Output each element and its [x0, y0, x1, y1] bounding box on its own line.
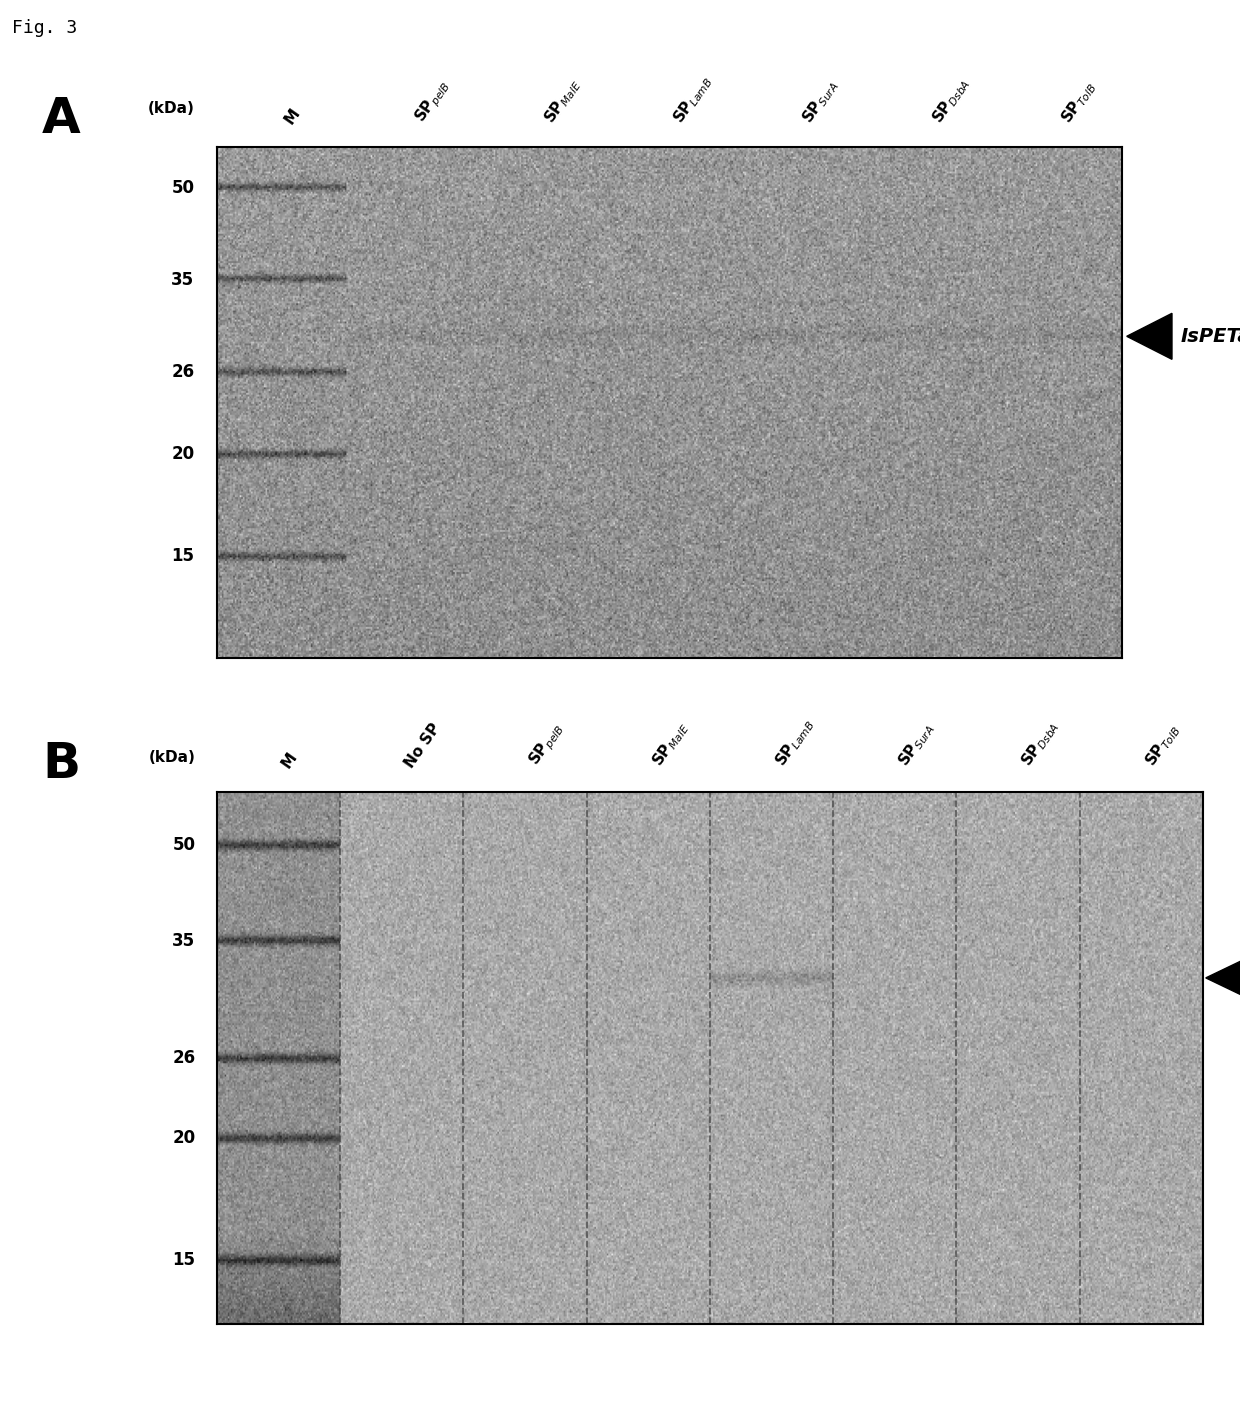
Text: SP$_{TolB}$: SP$_{TolB}$	[1058, 77, 1100, 126]
Text: No SP: No SP	[402, 720, 443, 771]
Text: 26: 26	[171, 363, 195, 381]
Text: 35: 35	[171, 270, 195, 289]
Polygon shape	[1205, 957, 1240, 999]
Text: SP$_{MalE}$: SP$_{MalE}$	[541, 76, 584, 126]
Text: M: M	[281, 105, 303, 126]
Text: (kDa): (kDa)	[148, 101, 195, 116]
Text: SP$_{pelB}$: SP$_{pelB}$	[410, 76, 455, 126]
Text: M: M	[279, 750, 300, 771]
Text: 50: 50	[172, 836, 196, 853]
Text: SP$_{TolB}$: SP$_{TolB}$	[1141, 722, 1183, 771]
Polygon shape	[1127, 314, 1172, 359]
Text: Fig. 3: Fig. 3	[12, 20, 78, 36]
Text: SP$_{LamB}$: SP$_{LamB}$	[771, 716, 817, 771]
Text: (kDa): (kDa)	[149, 750, 196, 765]
Text: SP$_{SurA}$: SP$_{SurA}$	[895, 720, 937, 771]
Text: SP$_{SurA}$: SP$_{SurA}$	[799, 76, 842, 126]
Text: 35: 35	[172, 932, 196, 950]
Text: 15: 15	[171, 548, 195, 565]
Text: IsPETase: IsPETase	[1180, 326, 1240, 346]
Text: 26: 26	[172, 1049, 196, 1066]
Text: SP$_{DsbA}$: SP$_{DsbA}$	[929, 74, 973, 126]
Text: 20: 20	[171, 446, 195, 462]
Text: SP$_{LamB}$: SP$_{LamB}$	[670, 71, 715, 126]
Text: 20: 20	[172, 1129, 196, 1146]
Text: SP$_{MalE}$: SP$_{MalE}$	[649, 719, 692, 771]
Text: SP$_{pelB}$: SP$_{pelB}$	[525, 720, 569, 771]
Text: 50: 50	[171, 179, 195, 198]
Text: A: A	[42, 95, 81, 143]
Text: 15: 15	[172, 1251, 196, 1269]
Text: B: B	[42, 740, 81, 787]
Text: SP$_{DsbA}$: SP$_{DsbA}$	[1018, 717, 1063, 771]
